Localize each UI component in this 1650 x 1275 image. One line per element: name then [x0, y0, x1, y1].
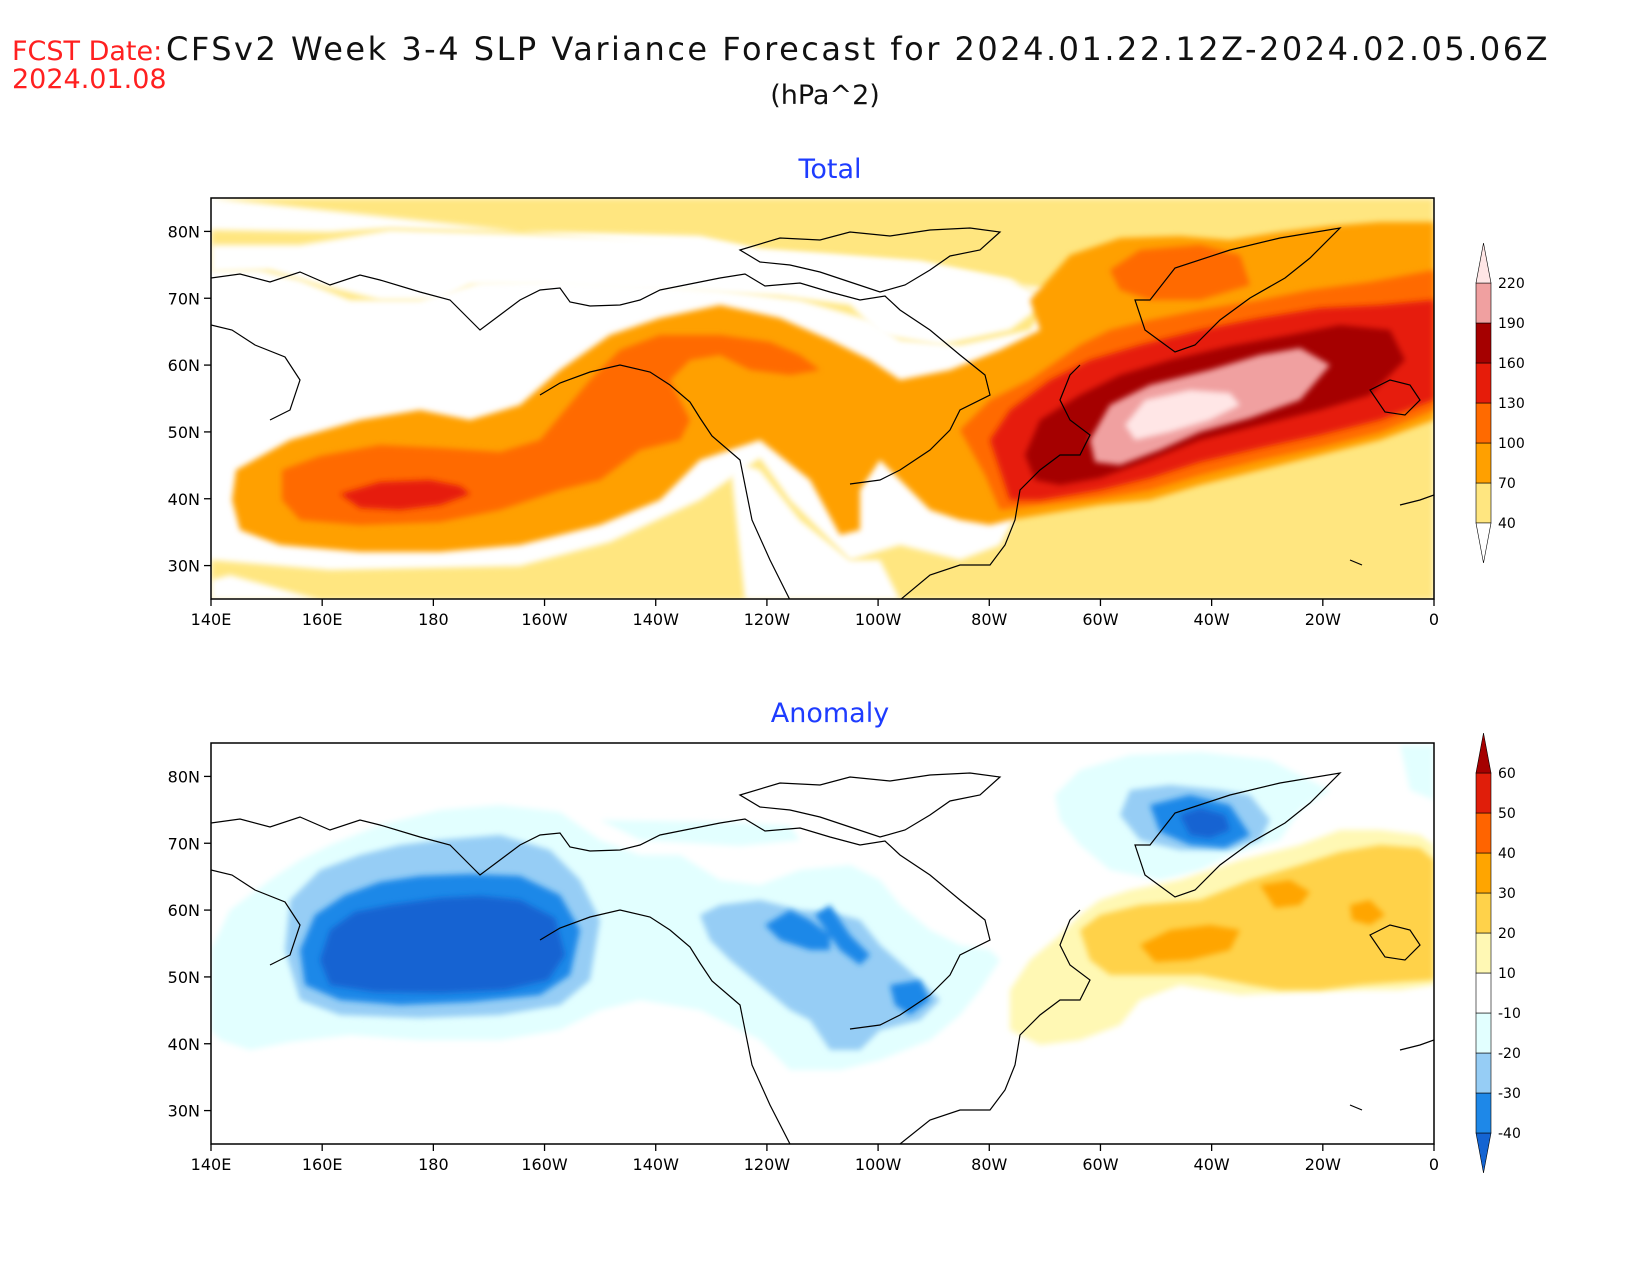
- colorbar-label: 60: [1498, 766, 1516, 782]
- colorbar-swatch: [1475, 812, 1492, 854]
- lon-tick-label: 20W: [1305, 1155, 1341, 1174]
- anom-shading-plus30: [1140, 880, 1385, 962]
- lon-tick-label: 160W: [521, 1155, 568, 1174]
- colorbar-swatch: [1475, 1092, 1492, 1134]
- fcst-date-label: FCST Date:: [12, 36, 163, 67]
- units-label: (hPa^2): [770, 80, 880, 111]
- colorbar-label: 70: [1498, 476, 1516, 492]
- colorbar-swatch: [1475, 932, 1492, 974]
- colorbar-label: 30: [1498, 886, 1516, 902]
- panel-total: Total: [168, 154, 1525, 629]
- colorbar-label: 160: [1498, 356, 1525, 372]
- colorbar-swatch: [1475, 1012, 1492, 1054]
- colorbar-max-triangle: [1475, 242, 1492, 284]
- colorbar-label: 40: [1498, 516, 1516, 532]
- lat-tick-label: 60N: [168, 901, 200, 920]
- lat-tick-label: 80N: [168, 222, 200, 241]
- lon-tick-label: 180: [418, 1155, 449, 1174]
- total-plot-frame: [210, 197, 1435, 600]
- colorbar-label: 190: [1498, 316, 1525, 332]
- lat-tick-label: 70N: [168, 289, 200, 308]
- lon-tick-label: 140W: [633, 1155, 680, 1174]
- lat-tick-label: 40N: [168, 1035, 200, 1054]
- colorbar-swatch: [1475, 322, 1492, 364]
- lon-tick-label: 20W: [1305, 610, 1341, 629]
- colorbar-swatch: [1475, 972, 1492, 1014]
- lon-tick-label: 180: [418, 610, 449, 629]
- colorbar-label: -10: [1498, 1006, 1521, 1022]
- colorbar-swatch: [1475, 362, 1492, 404]
- lon-tick-label: 140E: [191, 610, 232, 629]
- total-colorbar: 40 70 100 130 160 190 220: [1475, 242, 1525, 564]
- anomaly-coastlines: [211, 772, 1434, 1144]
- lat-tick-label: 80N: [168, 767, 200, 786]
- anomaly-colorbar: -40 -30 -20 -10 10 20 30 40 50 60: [1475, 732, 1521, 1174]
- anomaly-field: [211, 743, 1434, 1144]
- lat-tick-label: 30N: [168, 1102, 200, 1121]
- total-shading-130: [340, 300, 1434, 510]
- colorbar-min-triangle: [1475, 1132, 1492, 1174]
- lat-tick-label: 30N: [168, 557, 200, 576]
- lon-tick-label: 0: [1429, 1155, 1439, 1174]
- total-coastlines: [211, 227, 1434, 599]
- colorbar-swatch: [1475, 852, 1492, 894]
- colorbar-label: 10: [1498, 966, 1516, 982]
- colorbar-label: 40: [1498, 846, 1516, 862]
- lon-tick-label: 100W: [855, 610, 902, 629]
- colorbar-swatch: [1475, 402, 1492, 444]
- lat-tick-label: 40N: [168, 490, 200, 509]
- lat-tick-label: 50N: [168, 968, 200, 987]
- colorbar-swatch: [1475, 482, 1492, 524]
- total-shading-220: [1125, 390, 1240, 440]
- colorbar-label: 50: [1498, 806, 1516, 822]
- colorbar-label: -30: [1498, 1086, 1521, 1102]
- lon-tick-label: 60W: [1082, 610, 1118, 629]
- total-axes: 140E 160E 180 160W 140W 120W 100W 80W 60W 40W 20W 0…: [168, 222, 1439, 629]
- panel-title-total: Total: [797, 154, 861, 185]
- lat-tick-label: 60N: [168, 356, 200, 375]
- colorbar-swatch: [1475, 892, 1492, 934]
- colorbar-label: 220: [1498, 276, 1525, 292]
- colorbar-label: 130: [1498, 396, 1525, 412]
- panel-anomaly: Anomaly: [168, 698, 1521, 1174]
- colorbar-swatch: [1475, 1052, 1492, 1094]
- lon-tick-label: 160W: [521, 610, 568, 629]
- total-shading-below-40: [211, 230, 1050, 599]
- lon-tick-label: 80W: [971, 610, 1007, 629]
- colorbar-swatch: [1475, 282, 1492, 324]
- lon-tick-label: 80W: [971, 1155, 1007, 1174]
- anomaly-plot-frame: [210, 742, 1435, 1145]
- lon-tick-label: 160E: [302, 1155, 343, 1174]
- lon-tick-label: 40W: [1194, 1155, 1230, 1174]
- anomaly-axes: 140E 160E 180 160W 140W 120W 100W 80W 60W 40W 20W 0…: [168, 767, 1439, 1174]
- lon-tick-label: 100W: [855, 1155, 902, 1174]
- lon-tick-label: 120W: [744, 1155, 791, 1174]
- colorbar-max-triangle: [1475, 732, 1492, 774]
- colorbar-label: -20: [1498, 1046, 1521, 1062]
- fcst-date-value: 2024.01.08: [12, 64, 167, 95]
- colorbar-label: -40: [1498, 1126, 1521, 1142]
- lat-tick-label: 50N: [168, 423, 200, 442]
- lon-tick-label: 40W: [1194, 610, 1230, 629]
- anom-shading-minus40: [320, 808, 1230, 993]
- colorbar-swatch: [1475, 442, 1492, 484]
- total-variance-field: [211, 198, 1434, 599]
- lon-tick-label: 140E: [191, 1155, 232, 1174]
- colorbar-swatch: [1475, 772, 1492, 814]
- lon-tick-label: 160E: [302, 610, 343, 629]
- panel-title-anomaly: Anomaly: [771, 698, 889, 729]
- lon-tick-label: 120W: [744, 610, 791, 629]
- colorbar-label: 100: [1498, 436, 1525, 452]
- lon-tick-label: 60W: [1082, 1155, 1118, 1174]
- lon-tick-label: 0: [1429, 610, 1439, 629]
- main-title: CFSv2 Week 3-4 SLP Variance Forecast for…: [166, 30, 1551, 68]
- lat-tick-label: 70N: [168, 834, 200, 853]
- colorbar-min-triangle: [1475, 522, 1492, 564]
- colorbar-label: 20: [1498, 926, 1516, 942]
- lon-tick-label: 140W: [633, 610, 680, 629]
